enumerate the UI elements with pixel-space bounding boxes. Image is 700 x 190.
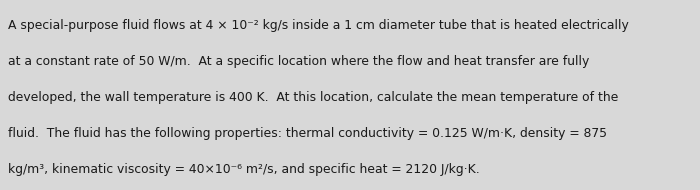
- Text: at a constant rate of 50 W/m.  At a specific location where the flow and heat tr: at a constant rate of 50 W/m. At a speci…: [8, 55, 590, 68]
- Text: fluid.  The fluid has the following properties: thermal conductivity = 0.125 W/m: fluid. The fluid has the following prope…: [8, 127, 608, 140]
- Text: A special-purpose fluid flows at 4 × 10⁻² kg/s inside a 1 cm diameter tube that : A special-purpose fluid flows at 4 × 10⁻…: [8, 19, 629, 32]
- Text: kg/m³, kinematic viscosity = 40×10⁻⁶ m²/s, and specific heat = 2120 J/kg·K.: kg/m³, kinematic viscosity = 40×10⁻⁶ m²/…: [8, 163, 480, 176]
- Text: developed, the wall temperature is 400 K.  At this location, calculate the mean : developed, the wall temperature is 400 K…: [8, 91, 619, 104]
